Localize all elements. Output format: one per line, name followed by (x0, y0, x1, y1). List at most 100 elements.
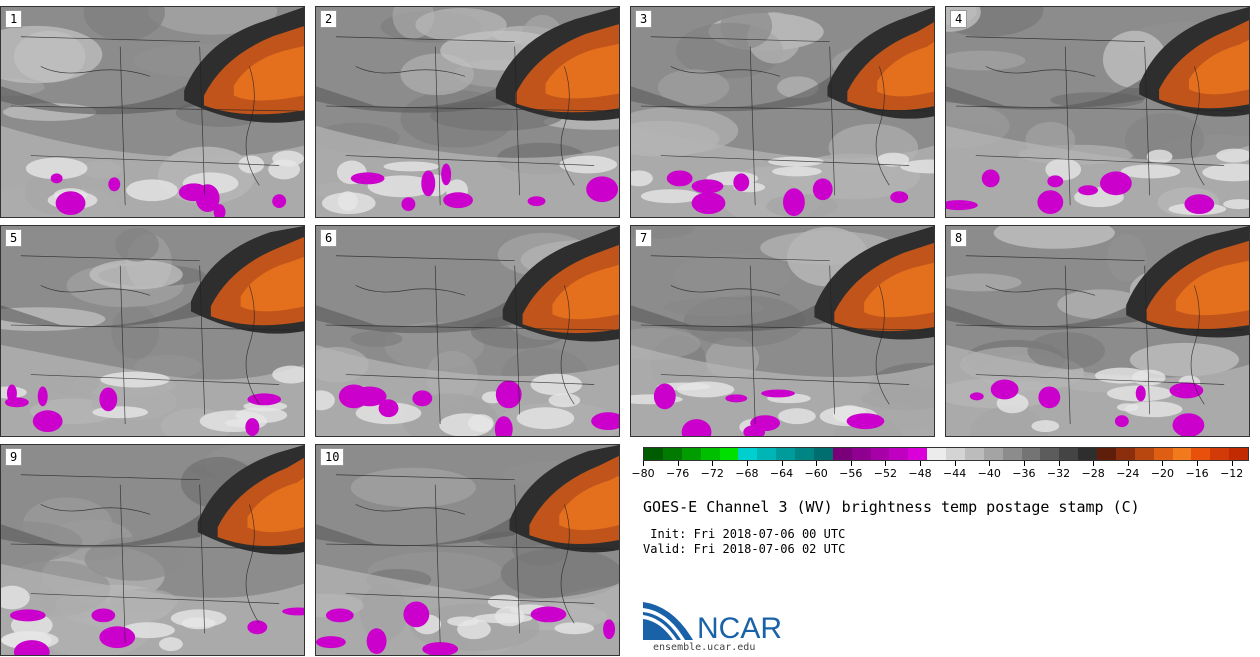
colorbar-tick-label: −52 (873, 467, 897, 480)
colorbar-segment (927, 448, 946, 460)
panel-number: 10 (320, 448, 345, 466)
logo-url: ensemble.ucar.edu (653, 642, 756, 653)
map-field (946, 226, 1249, 436)
colorbar-tick-label: −12 (1220, 467, 1244, 480)
colorbar-segment (813, 448, 833, 460)
colorbar-tick (954, 461, 956, 466)
colorbar-tick (920, 461, 922, 466)
map-field (1, 7, 304, 217)
colorbar-tick-label: −32 (1046, 467, 1071, 480)
colorbar-tick (643, 461, 644, 466)
colorbar-segment (1191, 448, 1211, 460)
colorbar-segment (1059, 448, 1079, 460)
colorbar-tick (885, 461, 887, 466)
colorbar-segment (1172, 448, 1192, 460)
colorbar-segment (1040, 448, 1060, 460)
colorbar-segment (1210, 448, 1230, 460)
colorbar-tick-label: −56 (839, 467, 863, 480)
colorbar-tick (1093, 461, 1095, 466)
colorbar-tick-label: −44 (943, 467, 967, 480)
colorbar-segment (1115, 448, 1135, 460)
panel-number: 7 (635, 229, 653, 247)
map-panel: 5 (0, 225, 305, 437)
map-panel: 8 (945, 225, 1250, 437)
colorbar-tick-label: −64 (769, 467, 794, 480)
colorbar-segment (1134, 448, 1154, 460)
colorbar-segment (795, 448, 814, 460)
colorbar-tick-label: −48 (908, 467, 932, 480)
map-panel: 2 (315, 6, 620, 218)
map-field (1, 226, 304, 436)
ncar-logo: NCAR (643, 600, 793, 645)
map-panel: 1 (0, 6, 305, 218)
map-panel: 4 (945, 6, 1250, 218)
colorbar-segment (908, 448, 928, 460)
colorbar-segment (644, 448, 663, 460)
panel-number: 6 (320, 229, 338, 247)
panel-number: 4 (950, 10, 968, 28)
colorbar-tick-label: −80 (631, 467, 655, 480)
map-field (316, 445, 619, 655)
colorbar-segment (738, 448, 758, 460)
colorbar-tick-label: −36 (1012, 467, 1036, 480)
colorbar-tick (712, 461, 714, 466)
map-panel: 6 (315, 225, 620, 437)
colorbar (643, 447, 1249, 461)
map-field (946, 7, 1249, 217)
colorbar-tick-label: −76 (666, 467, 690, 480)
colorbar-tick-label: −20 (1150, 467, 1175, 480)
colorbar-tick-label: −60 (804, 467, 828, 480)
colorbar-tick (1058, 461, 1060, 466)
colorbar-ticks: −80 −76 −72 −68 −64 −60 −56 −52 −48 −44 −40 −36 −32−… (631, 461, 1249, 481)
panel-number: 1 (5, 10, 23, 28)
colorbar-segment (662, 448, 682, 460)
map-field (631, 7, 934, 217)
colorbar-segment (1229, 448, 1248, 460)
colorbar-segment (1021, 448, 1041, 460)
panel-number: 3 (635, 10, 653, 28)
colorbar-segment (1097, 448, 1116, 460)
figure-title: GOES-E Channel 3 (WV) brightness temp po… (643, 498, 1140, 516)
colorbar-segment (832, 448, 852, 460)
colorbar-tick (1162, 461, 1164, 466)
colorbar-tick (1127, 461, 1129, 466)
logo-text: NCAR (697, 612, 782, 644)
init-time: Init: Fri 2018-07-06 00 UTC (643, 527, 846, 541)
colorbar-tick-label: −72 (700, 467, 724, 480)
colorbar-tick (1197, 461, 1199, 466)
colorbar-tick (989, 461, 991, 466)
map-panel: 9 (0, 444, 305, 656)
colorbar-tick (1231, 461, 1233, 466)
colorbar-segment (681, 448, 701, 460)
colorbar-tick (781, 461, 783, 466)
panel-number: 2 (320, 10, 338, 28)
map-field (316, 7, 619, 217)
colorbar-segment (1078, 448, 1097, 460)
colorbar-segment (1153, 448, 1173, 460)
colorbar-segment (719, 448, 739, 460)
colorbar-segment (1002, 448, 1022, 460)
colorbar-segment (964, 448, 984, 460)
colorbar-tick-label: −40 (977, 467, 1001, 480)
colorbar-segment (776, 448, 795, 460)
map-panel: 10 (315, 444, 620, 656)
colorbar-segment (946, 448, 965, 460)
colorbar-segment (983, 448, 1003, 460)
colorbar-segment (889, 448, 909, 460)
colorbar-tick-label: −16 (1185, 467, 1209, 480)
map-panel: 3 (630, 6, 935, 218)
colorbar-tick (1023, 461, 1025, 466)
colorbar-segment (870, 448, 890, 460)
panel-number: 5 (5, 229, 23, 247)
colorbar-tick (816, 461, 818, 466)
colorbar-segment (700, 448, 720, 460)
colorbar-tick (677, 461, 679, 466)
map-field (631, 226, 934, 436)
panel-number: 9 (5, 448, 23, 466)
map-panel: 7 (630, 225, 935, 437)
colorbar-segment (757, 448, 777, 460)
valid-time: Valid: Fri 2018-07-06 02 UTC (643, 542, 846, 556)
colorbar-tick (850, 461, 852, 466)
map-field (1, 445, 304, 655)
panel-number: 8 (950, 229, 968, 247)
